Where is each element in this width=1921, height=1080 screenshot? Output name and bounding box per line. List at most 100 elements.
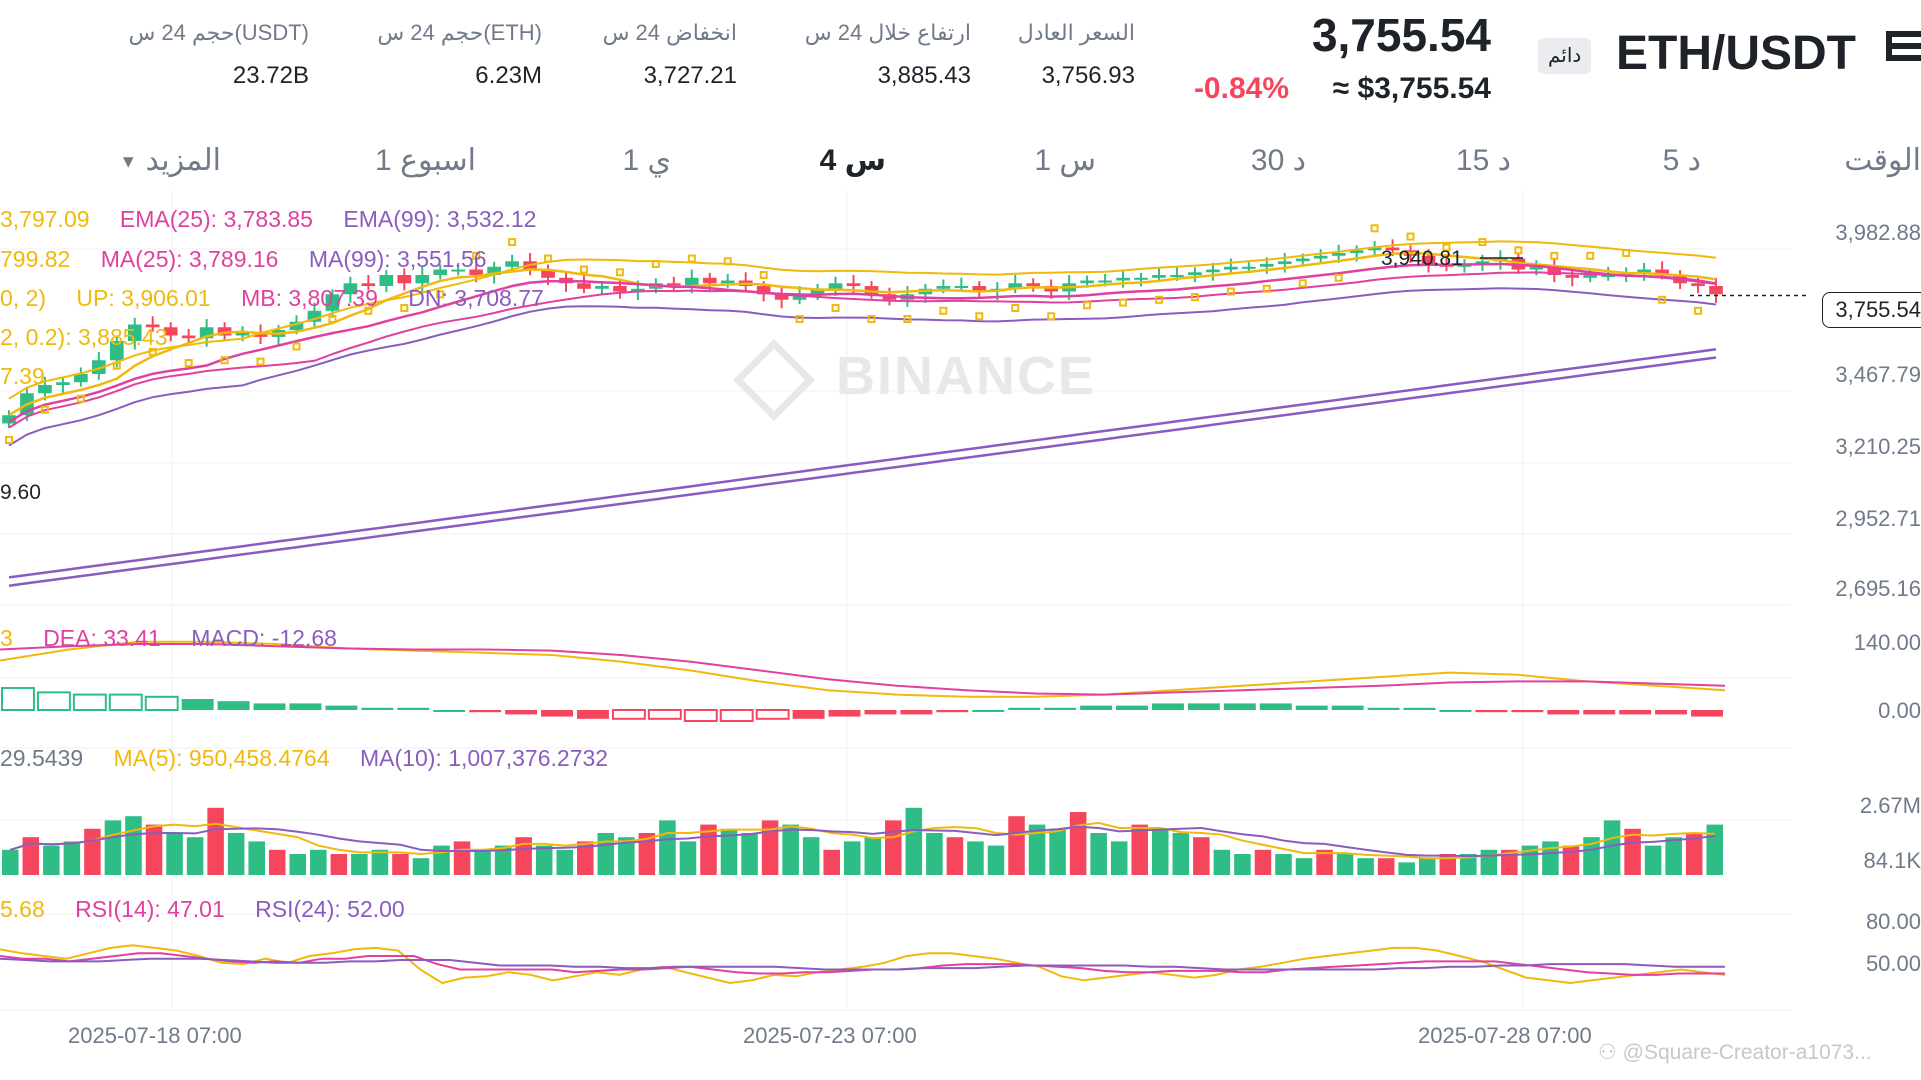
volume-bar <box>1624 828 1641 875</box>
volume-bar <box>1234 854 1251 875</box>
candle-body <box>1152 275 1166 278</box>
candle-body <box>397 275 412 284</box>
macd-bar <box>108 693 143 712</box>
sar-dot <box>364 306 373 315</box>
sar-dot <box>328 315 337 324</box>
candle-body <box>1475 261 1490 265</box>
stat-24h-low-label: انخفاض 24 س <box>602 20 737 45</box>
sar-dot <box>1406 232 1415 241</box>
tab-4h[interactable]: 4 س <box>819 144 886 177</box>
macd-bar <box>72 693 107 712</box>
volume-bar <box>1336 854 1354 875</box>
macd-bar <box>755 709 790 720</box>
macd-bar <box>1223 703 1256 710</box>
ema-99-value: EMA(99): 3,532.12 <box>343 206 537 232</box>
attribution: ⚇ @Square-Creator-a1073... <box>1598 1040 1872 1065</box>
candle-body <box>1691 283 1705 287</box>
candle-body <box>92 360 106 374</box>
rsi6-line <box>0 944 1726 985</box>
volume-bar <box>2 849 19 875</box>
volume-bar <box>1275 854 1292 875</box>
volume-bar <box>720 828 738 875</box>
volume-bar <box>145 824 163 875</box>
price-axis-tick: 3,982.88 <box>1835 220 1921 245</box>
volume-bar <box>659 820 676 875</box>
macd-bar <box>577 710 609 719</box>
sar-dot <box>400 304 409 313</box>
macd-bar <box>253 703 286 710</box>
candle-body <box>1601 275 1616 278</box>
volume-bar <box>987 845 1005 875</box>
candle-body <box>828 283 843 289</box>
partial-indicator: 7.39 <box>0 363 45 389</box>
candle-body <box>846 283 861 287</box>
macd-bar <box>1511 710 1544 713</box>
volume-bar <box>556 849 573 875</box>
dif-value: 3 <box>0 625 13 651</box>
tab-1h[interactable]: 1 س <box>1034 144 1096 177</box>
macd-bar <box>1331 705 1364 710</box>
volume-bar <box>351 854 368 875</box>
candle-body <box>217 327 232 336</box>
candle-body <box>1277 261 1292 265</box>
boll-dn-line <box>8 287 1717 447</box>
symbol-title[interactable]: ETH/USDT <box>1616 27 1856 80</box>
sar-dot <box>256 357 265 366</box>
volume-bar <box>1460 854 1477 875</box>
chevron-down-icon: ▼ <box>119 151 138 172</box>
sar-dot <box>1047 312 1056 321</box>
macd-bar <box>1439 710 1472 712</box>
volume-bar <box>1439 854 1457 875</box>
ma-99-line <box>8 348 1717 579</box>
rsi14-value: RSI(14): 47.01 <box>75 896 225 922</box>
macd-bar <box>828 710 861 717</box>
macd-bar <box>289 703 322 710</box>
volume-bar <box>1193 837 1210 875</box>
volume-bar <box>125 816 142 875</box>
tab-1d[interactable]: 1 ي <box>622 144 671 177</box>
candle-body <box>864 286 879 295</box>
candle-body <box>505 261 519 267</box>
sar-dot <box>76 394 85 403</box>
tab-5m[interactable]: 5 د <box>1662 144 1701 177</box>
tab-more[interactable]: ▼ المزيد <box>119 143 221 178</box>
volume-bar <box>885 820 902 875</box>
chart-canvas[interactable] <box>0 190 1921 1080</box>
sar-dot <box>1119 298 1128 307</box>
macd-bar <box>1 687 35 711</box>
candle-body <box>1026 283 1041 287</box>
tab-1w[interactable]: 1 اسبوع <box>375 144 476 177</box>
date-tick: 2025-07-28 07:00 <box>1418 1023 1592 1048</box>
ma-25-line <box>8 271 1717 429</box>
volume-bar <box>1090 833 1107 875</box>
high-price-marker: 3,940.81 <box>1381 247 1463 270</box>
sar-dot <box>1011 304 1020 313</box>
candle-body <box>1349 250 1364 254</box>
candle-body <box>1655 269 1669 276</box>
sar-dot <box>903 315 912 324</box>
tab-15m[interactable]: 15 د <box>1455 144 1511 177</box>
sar-dot <box>1190 293 1199 302</box>
ema-legend: 3,797.09 EMA(25): 3,783.85 EMA(99): 3,53… <box>0 206 536 233</box>
tab-30m[interactable]: 30 د <box>1250 144 1306 177</box>
time-label: الوقت <box>1844 144 1921 177</box>
candle-body <box>1583 275 1598 278</box>
candle-body <box>954 286 969 289</box>
sar-dot <box>4 435 13 444</box>
sar-dot <box>1622 249 1631 258</box>
volume-bar <box>1316 849 1333 875</box>
candle-body <box>307 310 322 322</box>
ema-25-value: EMA(25): 3,783.85 <box>119 206 313 232</box>
share-icon: ⚇ <box>1598 1041 1623 1064</box>
candle-body <box>1565 275 1580 278</box>
dif-line <box>0 640 1726 698</box>
macd-bar <box>972 710 1005 712</box>
candle-body <box>56 382 70 385</box>
sar-dot <box>1154 295 1163 304</box>
macd-value: MACD: -12.68 <box>191 625 337 651</box>
dea-value: DEA: 33.41 <box>43 625 161 651</box>
sar-dot <box>831 304 840 313</box>
rsi-axis-tick: 80.00 <box>1865 909 1921 934</box>
macd-bar <box>1116 705 1148 710</box>
menu-icon[interactable] <box>1882 28 1921 64</box>
